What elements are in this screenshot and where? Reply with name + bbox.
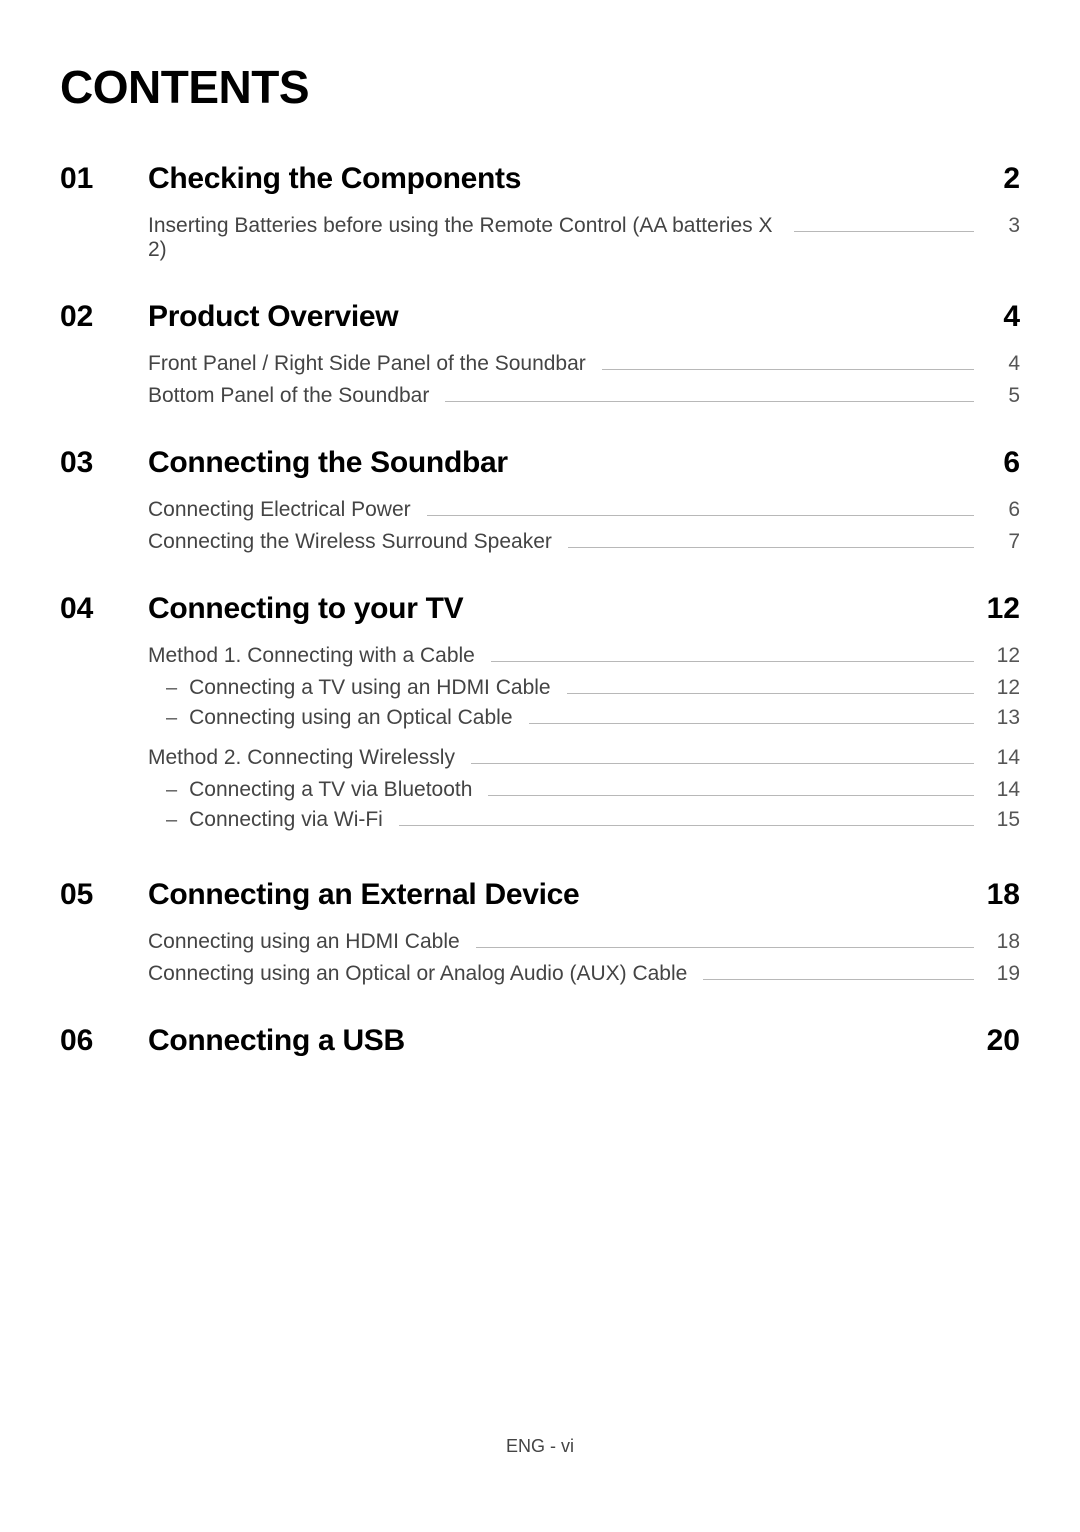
toc-item[interactable]: – Connecting via Wi-Fi 15 (166, 808, 1020, 832)
item-label: Connecting via Wi-Fi (189, 808, 383, 832)
item-label: Connecting using an Optical Cable (189, 706, 512, 730)
leader-line (794, 231, 974, 232)
subsection-group: Connecting using an HDMI Cable 18 Connec… (148, 930, 1020, 986)
toc-item[interactable]: Bottom Panel of the Soundbar 5 (148, 384, 1020, 408)
toc-item[interactable]: – Connecting a TV via Bluetooth 14 (166, 778, 1020, 802)
toc-section: 04 Connecting to your TV 12 Method 1. Co… (60, 592, 1020, 848)
leader-line (488, 795, 974, 796)
toc-item[interactable]: Inserting Batteries before using the Rem… (148, 214, 1020, 262)
toc-subgroup: Method 1. Connecting with a Cable 12 – C… (148, 644, 1020, 730)
toc-section-header[interactable]: 04 Connecting to your TV 12 (60, 592, 1020, 626)
item-page: 18 (990, 930, 1020, 954)
item-label: Connecting a TV via Bluetooth (189, 778, 472, 802)
section-page: 6 (970, 446, 1020, 480)
section-title: Connecting a USB (148, 1024, 970, 1058)
item-label: Method 1. Connecting with a Cable (148, 644, 475, 668)
dash-icon: – (166, 707, 177, 730)
section-number: 03 (60, 446, 148, 480)
toc-section: 06 Connecting a USB 20 (60, 1024, 1020, 1076)
toc-section-header[interactable]: 06 Connecting a USB 20 (60, 1024, 1020, 1058)
toc-item[interactable]: Method 1. Connecting with a Cable 12 (148, 644, 1020, 668)
item-page: 7 (990, 530, 1020, 554)
section-number: 01 (60, 162, 148, 196)
leader-line (476, 947, 974, 948)
section-number: 04 (60, 592, 148, 626)
item-page: 19 (990, 962, 1020, 986)
item-page: 4 (990, 352, 1020, 376)
section-number: 05 (60, 878, 148, 912)
toc-item[interactable]: Method 2. Connecting Wirelessly 14 (148, 746, 1020, 770)
subsection-group: Inserting Batteries before using the Rem… (148, 214, 1020, 262)
item-label: Connecting using an Optical or Analog Au… (148, 962, 687, 986)
section-page: 18 (970, 878, 1020, 912)
leader-line (602, 369, 974, 370)
toc-section-header[interactable]: 05 Connecting an External Device 18 (60, 878, 1020, 912)
toc-section: 03 Connecting the Soundbar 6 Connecting … (60, 446, 1020, 562)
toc-item[interactable]: Connecting the Wireless Surround Speaker… (148, 530, 1020, 554)
section-page: 4 (970, 300, 1020, 334)
subsection-group: Method 1. Connecting with a Cable 12 – C… (148, 644, 1020, 832)
item-label: Connecting using an HDMI Cable (148, 930, 460, 954)
leader-line (567, 693, 974, 694)
section-title: Connecting to your TV (148, 592, 970, 626)
leader-line (703, 979, 974, 980)
item-label: Method 2. Connecting Wirelessly (148, 746, 455, 770)
toc-item[interactable]: Connecting using an Optical or Analog Au… (148, 962, 1020, 986)
item-label: Bottom Panel of the Soundbar (148, 384, 429, 408)
leader-line (399, 825, 974, 826)
toc-section: 05 Connecting an External Device 18 Conn… (60, 878, 1020, 994)
section-title: Connecting the Soundbar (148, 446, 970, 480)
page-title: CONTENTS (60, 60, 1020, 114)
subsection-group: Front Panel / Right Side Panel of the So… (148, 352, 1020, 408)
item-page: 3 (990, 214, 1020, 238)
item-page: 12 (990, 676, 1020, 700)
item-page: 5 (990, 384, 1020, 408)
item-page: 6 (990, 498, 1020, 522)
section-number: 06 (60, 1024, 148, 1058)
toc-section-header[interactable]: 01 Checking the Components 2 (60, 162, 1020, 196)
item-label: Front Panel / Right Side Panel of the So… (148, 352, 586, 376)
toc-item[interactable]: Connecting using an HDMI Cable 18 (148, 930, 1020, 954)
section-title: Checking the Components (148, 162, 970, 196)
toc-section-header[interactable]: 03 Connecting the Soundbar 6 (60, 446, 1020, 480)
toc-subgroup: Method 2. Connecting Wirelessly 14 – Con… (148, 746, 1020, 832)
leader-line (445, 401, 974, 402)
subsection-group: Connecting Electrical Power 6 Connecting… (148, 498, 1020, 554)
section-number: 02 (60, 300, 148, 334)
page-footer: ENG - vi (0, 1436, 1080, 1457)
section-page: 12 (970, 592, 1020, 626)
toc-section: 02 Product Overview 4 Front Panel / Righ… (60, 300, 1020, 416)
toc-section-header[interactable]: 02 Product Overview 4 (60, 300, 1020, 334)
table-of-contents: 01 Checking the Components 2 Inserting B… (60, 162, 1020, 1106)
item-page: 15 (990, 808, 1020, 832)
toc-section: 01 Checking the Components 2 Inserting B… (60, 162, 1020, 270)
dash-icon: – (166, 677, 177, 700)
item-label: Inserting Batteries before using the Rem… (148, 214, 778, 262)
item-page: 14 (990, 746, 1020, 770)
item-label: Connecting Electrical Power (148, 498, 411, 522)
leader-line (529, 723, 975, 724)
item-label: Connecting the Wireless Surround Speaker (148, 530, 552, 554)
item-page: 14 (990, 778, 1020, 802)
item-page: 13 (990, 706, 1020, 730)
section-page: 20 (970, 1024, 1020, 1058)
leader-line (568, 547, 974, 548)
dash-icon: – (166, 809, 177, 832)
dash-icon: – (166, 779, 177, 802)
toc-item[interactable]: Front Panel / Right Side Panel of the So… (148, 352, 1020, 376)
toc-item[interactable]: Connecting Electrical Power 6 (148, 498, 1020, 522)
toc-item[interactable]: – Connecting using an Optical Cable 13 (166, 706, 1020, 730)
item-page: 12 (990, 644, 1020, 668)
item-label: Connecting a TV using an HDMI Cable (189, 676, 550, 700)
section-page: 2 (970, 162, 1020, 196)
section-title: Connecting an External Device (148, 878, 970, 912)
section-title: Product Overview (148, 300, 970, 334)
toc-item[interactable]: – Connecting a TV using an HDMI Cable 12 (166, 676, 1020, 700)
leader-line (427, 515, 974, 516)
leader-line (471, 763, 974, 764)
leader-line (491, 661, 974, 662)
